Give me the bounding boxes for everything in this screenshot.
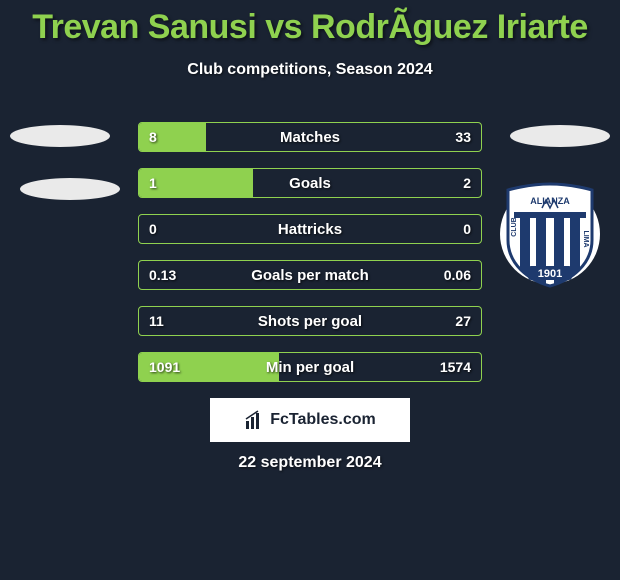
stat-value-right: 33 [455,123,471,151]
stat-row: 8Matches33 [138,122,482,152]
svg-text:LIMA: LIMA [582,230,589,247]
svg-text:CLUB: CLUB [511,217,518,236]
stat-value-right: 2 [463,169,471,197]
brand-box: FcTables.com [210,398,410,442]
badge-top-text: ALIANZA [530,196,570,206]
stats-container: 8Matches33 1Goals2 0Hattricks0 0.13Goals pe… [138,122,482,398]
date-label: 22 september 2024 [0,454,620,472]
brand-label: FcTables.com [270,411,376,429]
club-badge: ALIANZA CLUB LIMA 1901 [500,180,600,288]
svg-text:1901: 1901 [538,268,562,280]
stat-value-right: 27 [455,307,471,335]
stat-label: Goals per match [139,261,481,289]
stat-label: Goals [139,169,481,197]
stat-label: Min per goal [139,353,481,381]
stat-value-right: 0 [463,215,471,243]
stat-label: Shots per goal [139,307,481,335]
stat-row: 11Shots per goal27 [138,306,482,336]
page-title: Trevan Sanusi vs RodrÃ­guez Iriarte [0,0,620,47]
stat-row: 1091Min per goal1574 [138,352,482,382]
stat-row: 0.13Goals per match0.06 [138,260,482,290]
player-left-logo-1 [10,125,110,147]
stat-value-right: 0.06 [444,261,471,289]
stat-label: Hattricks [139,215,481,243]
stat-row: 0Hattricks0 [138,214,482,244]
player-left-logo-2 [20,178,120,200]
chart-icon [244,409,266,431]
stat-row: 1Goals2 [138,168,482,198]
player-right-logo [510,125,610,147]
stat-value-right: 1574 [440,353,471,381]
subtitle: Club competitions, Season 2024 [0,61,620,79]
stat-label: Matches [139,123,481,151]
